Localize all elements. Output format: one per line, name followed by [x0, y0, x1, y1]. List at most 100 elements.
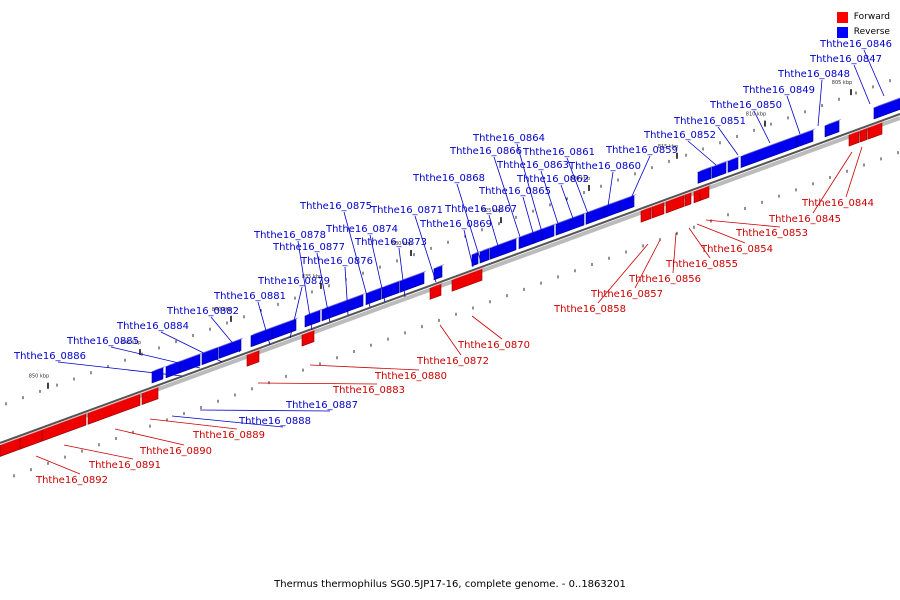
reverse-gene-label: Ththe16_0846 [819, 39, 892, 50]
reverse-gene-label: Ththe16_0863 [496, 160, 569, 171]
reverse-gene-label: Ththe16_0886 [13, 351, 86, 362]
reverse-leader-line [369, 234, 386, 303]
reverse-leader-line [566, 157, 591, 220]
forward-gene-label: Ththe16_0872 [416, 356, 489, 367]
reverse-gene-label: Ththe16_0888 [238, 416, 311, 427]
forward-gene [699, 184, 712, 202]
forward-leader-line [63, 444, 134, 460]
reverse-gene [824, 118, 842, 138]
reverse-gene [218, 337, 244, 359]
scale-label: 820 kbp [570, 176, 590, 182]
forward-gene-label: Ththe16_0883 [332, 385, 405, 396]
reverse-gene [711, 160, 729, 179]
reverse-gene [304, 308, 323, 328]
reverse-gene-label: Ththe16_0864 [472, 133, 545, 144]
scale-label: 845 kbp [121, 340, 141, 346]
reverse-gene-label: Ththe16_0882 [166, 306, 239, 317]
reverse-swatch [836, 26, 848, 38]
reverse-gene-label: Ththe16_0865 [478, 186, 551, 197]
forward-swatch [836, 11, 848, 23]
forward-gene-label: Ththe16_0889 [192, 430, 265, 441]
reverse-gene [540, 222, 557, 242]
forward-gene [848, 129, 862, 147]
reverse-leader-line [627, 155, 651, 206]
forward-gene-label: Ththe16_0855 [665, 259, 738, 270]
legend: Forward Reverse [836, 10, 890, 40]
forward-gene [41, 412, 89, 442]
forward-gene-label: Ththe16_0891 [88, 460, 161, 471]
forward-leader-line [471, 315, 503, 340]
forward-gene-label: Ththe16_0858 [553, 304, 626, 315]
reverse-gene-label: Ththe16_0861 [522, 147, 595, 158]
reverse-gene-label: Ththe16_0885 [66, 336, 139, 347]
reverse-gene-label: Ththe16_0860 [568, 161, 641, 172]
reverse-leader-line [414, 215, 437, 283]
reverse-leader-line [297, 240, 313, 331]
reverse-leader-line [540, 170, 561, 231]
reverse-gene-label: Ththe16_0850 [709, 100, 782, 111]
forward-gene [246, 348, 262, 367]
forward-leader-line [439, 324, 462, 356]
forward-gene [451, 267, 485, 292]
reverse-gene-label: Ththe16_0877 [272, 242, 345, 253]
reverse-gene [399, 270, 427, 293]
forward-gene [684, 190, 694, 207]
reverse-gene-label: Ththe16_0879 [257, 276, 330, 287]
forward-gene [859, 126, 870, 143]
reverse-gene-label: Ththe16_0851 [673, 116, 746, 127]
forward-gene [429, 282, 444, 300]
reverse-gene [518, 230, 536, 250]
reverse-leader-line [853, 64, 871, 105]
reverse-leader-line [456, 183, 482, 263]
reverse-leader-line [786, 95, 801, 135]
reverse-leader-line [210, 316, 241, 353]
forward-gene [665, 193, 687, 214]
scale-label: 850 kbp [29, 374, 49, 380]
reverse-leader-line [560, 184, 576, 225]
forward-gene [867, 121, 885, 140]
reverse-gene-label: Ththe16_0869 [419, 219, 492, 230]
forward-leader-line [114, 428, 185, 446]
reverse-gene [489, 236, 519, 260]
forward-leader-line [634, 239, 661, 289]
reverse-leader-line [398, 247, 406, 298]
reverse-gene [555, 217, 573, 236]
scale-label: 815 kbp [658, 144, 678, 150]
reverse-gene [365, 286, 384, 306]
reverse-gene [165, 359, 183, 379]
reverse-gene [151, 365, 166, 384]
forward-gene-label: Ththe16_0844 [801, 198, 874, 209]
reverse-gene-label: Ththe16_0887 [285, 400, 358, 411]
reverse-gene-label: Ththe16_0871 [370, 205, 443, 216]
forward-gene [640, 205, 654, 223]
reverse-gene-label: Ththe16_0876 [300, 256, 373, 267]
forward-leader-line [309, 364, 420, 371]
reverse-leader-line [344, 266, 349, 316]
reverse-gene [585, 204, 607, 225]
reverse-gene-label: Ththe16_0859 [605, 145, 678, 156]
reverse-leader-line [606, 171, 614, 214]
genome-caption: Thermus thermophilus SG0.5JP17-16, compl… [274, 579, 626, 590]
forward-gene-label: Ththe16_0853 [735, 228, 808, 239]
reverse-gene [569, 211, 587, 231]
reverse-leader-line [257, 301, 271, 346]
reverse-leader-line [160, 331, 223, 363]
reverse-gene-label: Ththe16_0862 [516, 174, 589, 185]
reverse-gene [796, 128, 816, 148]
forward-gene [301, 328, 317, 347]
forward-gene-label: Ththe16_0854 [700, 244, 773, 255]
scale-label: 805 kbp [832, 80, 852, 86]
reverse-gene [697, 165, 714, 184]
reverse-leader-line [463, 229, 474, 268]
reverse-leader-line [717, 126, 739, 156]
reverse-gene [381, 279, 402, 300]
reverse-gene-label: Ththe16_0878 [253, 230, 326, 241]
reverse-gene-label: Ththe16_0866 [449, 146, 522, 157]
forward-leader-line [812, 151, 853, 214]
legend-reverse-label: Reverse [853, 27, 890, 37]
forward-leader-line [845, 146, 863, 198]
forward-gene-label: Ththe16_0890 [139, 446, 212, 457]
forward-leader-line [705, 219, 781, 228]
reverse-leader-line [199, 409, 331, 412]
